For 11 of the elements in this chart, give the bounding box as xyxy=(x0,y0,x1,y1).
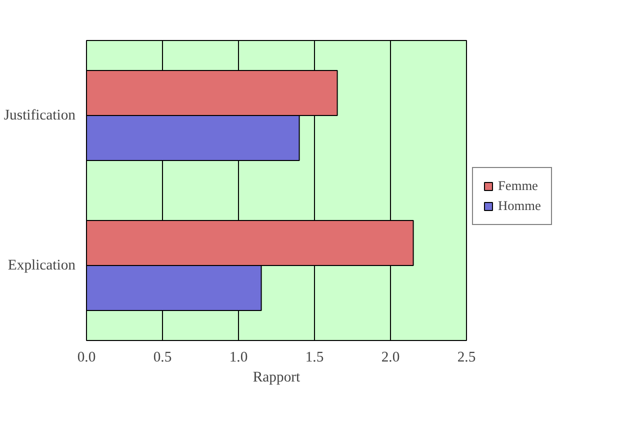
legend-label: Femme xyxy=(498,178,538,194)
x-tick-label: 0.0 xyxy=(77,350,96,366)
x-tick-label: 1.0 xyxy=(229,350,248,366)
legend-label: Homme xyxy=(498,198,541,214)
x-tick-label: 1.5 xyxy=(305,350,324,366)
x-tick-label: 2.5 xyxy=(457,350,476,366)
x-axis-title: Rapport xyxy=(252,370,300,386)
y-tick-label: Justification xyxy=(4,108,76,124)
x-tick-label: 0.5 xyxy=(153,350,172,366)
x-tick-label: 2.0 xyxy=(381,350,400,366)
y-tick-label: Explication xyxy=(8,258,76,274)
